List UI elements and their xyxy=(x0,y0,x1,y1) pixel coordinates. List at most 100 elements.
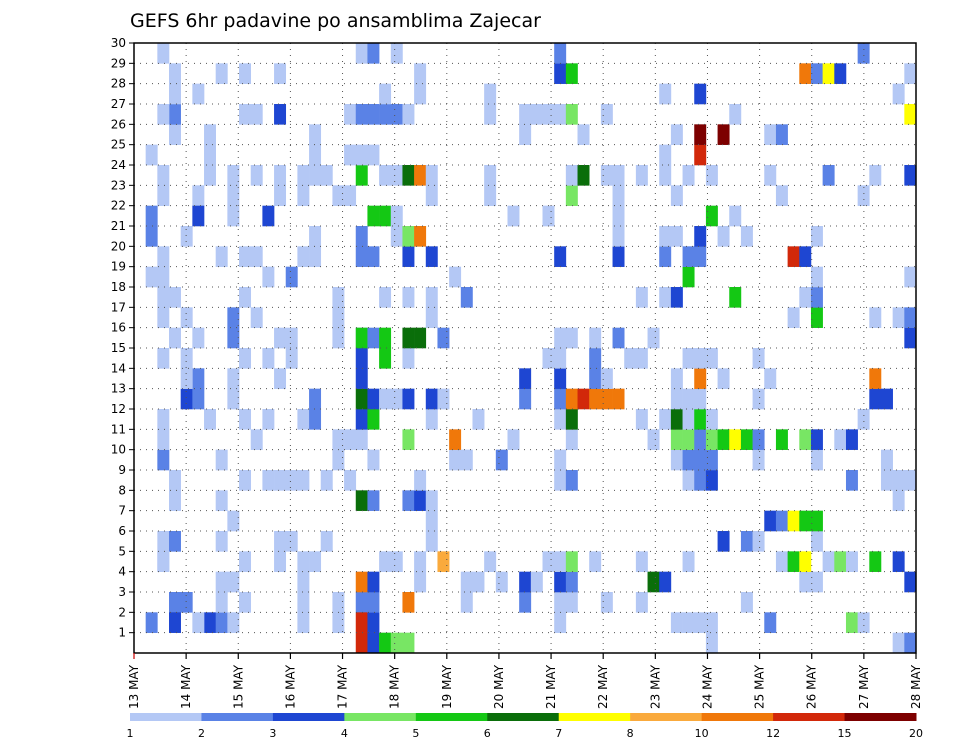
cell-350 xyxy=(705,612,718,633)
cell-110 xyxy=(309,551,322,572)
cell-390 xyxy=(787,246,800,267)
cell-422 xyxy=(869,551,882,572)
cell-52 xyxy=(169,287,181,308)
cell-418 xyxy=(857,612,870,633)
cell-233 xyxy=(495,571,508,593)
colorbar-label: 2 xyxy=(198,727,205,740)
cell-346 xyxy=(694,124,707,145)
cell-351 xyxy=(705,470,718,491)
cell-175 xyxy=(379,83,392,105)
cell-204 xyxy=(414,83,427,105)
cell-261 xyxy=(554,104,567,125)
y-tick-label: 16 xyxy=(111,321,126,335)
cell-62 xyxy=(215,63,228,84)
cell-193 xyxy=(402,246,415,267)
cell-203 xyxy=(414,165,427,186)
cell-81 xyxy=(262,205,275,227)
cell-433 xyxy=(892,470,905,491)
cell-27 xyxy=(145,266,158,288)
cell-257 xyxy=(554,368,567,389)
y-tick-label: 14 xyxy=(111,361,126,375)
x-tick-label: 20 MAY xyxy=(492,664,506,709)
cell-262 xyxy=(554,63,567,84)
cell-300 xyxy=(635,348,648,369)
cell-187 xyxy=(402,490,415,511)
cell-132 xyxy=(344,144,357,166)
x-tick-label: 19 MAY xyxy=(440,664,454,709)
cell-327 xyxy=(682,449,695,471)
cell-395 xyxy=(799,287,812,308)
cell-120 xyxy=(320,531,333,552)
y-tick-label: 8 xyxy=(118,483,126,497)
cell-419 xyxy=(857,409,870,430)
cell-93 xyxy=(274,104,287,125)
cell-26 xyxy=(157,287,170,308)
cell-296 xyxy=(624,348,637,369)
cell-151 xyxy=(355,43,368,64)
cell-74 xyxy=(204,144,216,166)
cell-295 xyxy=(612,165,625,186)
cell-38 xyxy=(157,43,170,64)
cell-161 xyxy=(367,246,380,267)
cell-378 xyxy=(764,510,777,532)
cell-372 xyxy=(752,531,765,552)
cell-147 xyxy=(355,226,368,247)
cell-80 xyxy=(250,307,263,328)
cell-363 xyxy=(729,429,742,450)
cell-400 xyxy=(810,510,823,532)
y-tick-label: 22 xyxy=(111,199,126,213)
cell-304 xyxy=(647,429,660,450)
cell-344 xyxy=(694,226,707,247)
cell-55 xyxy=(180,226,193,247)
cell-211 xyxy=(425,307,438,328)
cell-91 xyxy=(274,185,287,206)
cell-250 xyxy=(554,592,567,613)
cell-266 xyxy=(565,551,578,572)
cell-381 xyxy=(764,124,777,145)
cell-35 xyxy=(169,104,181,125)
cell-376 xyxy=(752,348,765,369)
cell-58 xyxy=(204,165,216,186)
cell-268 xyxy=(565,429,578,450)
cell-173 xyxy=(379,165,392,186)
cell-149 xyxy=(355,144,368,166)
cell-98 xyxy=(285,348,298,369)
cell-353 xyxy=(705,429,718,450)
cell-335 xyxy=(694,612,707,633)
cell-146 xyxy=(355,246,368,267)
cell-293 xyxy=(612,205,625,227)
x-tick-label: 26 MAY xyxy=(805,664,819,709)
cell-302 xyxy=(635,165,648,186)
cell-323 xyxy=(670,124,683,145)
cell-349 xyxy=(705,632,718,654)
cell-215 xyxy=(425,165,438,186)
cell-310 xyxy=(659,226,672,247)
y-tick-label: 28 xyxy=(111,77,126,91)
cell-382 xyxy=(775,551,788,572)
y-tick-label: 3 xyxy=(118,585,126,599)
cell-0 xyxy=(145,612,158,633)
cell-152 xyxy=(367,632,380,654)
cell-166 xyxy=(379,632,392,654)
cell-432 xyxy=(892,490,905,511)
cell-275 xyxy=(565,63,578,84)
cell-442 xyxy=(904,165,917,186)
cell-425 xyxy=(869,307,882,328)
cell-278 xyxy=(577,124,590,145)
cell-342 xyxy=(694,348,707,369)
cell-182 xyxy=(390,104,403,125)
cell-189 xyxy=(402,388,415,410)
cell-222 xyxy=(460,592,473,613)
cell-123 xyxy=(332,449,345,471)
cell-409 xyxy=(822,165,835,186)
y-tick-label: 12 xyxy=(111,402,126,416)
cell-289 xyxy=(612,388,625,410)
cell-221 xyxy=(449,266,462,288)
cell-307 xyxy=(659,409,672,430)
cell-410 xyxy=(822,63,835,84)
cell-162 xyxy=(367,205,380,227)
cell-337 xyxy=(694,449,707,471)
cell-330 xyxy=(682,388,695,410)
cell-141 xyxy=(355,409,368,430)
cell-129 xyxy=(344,185,357,206)
